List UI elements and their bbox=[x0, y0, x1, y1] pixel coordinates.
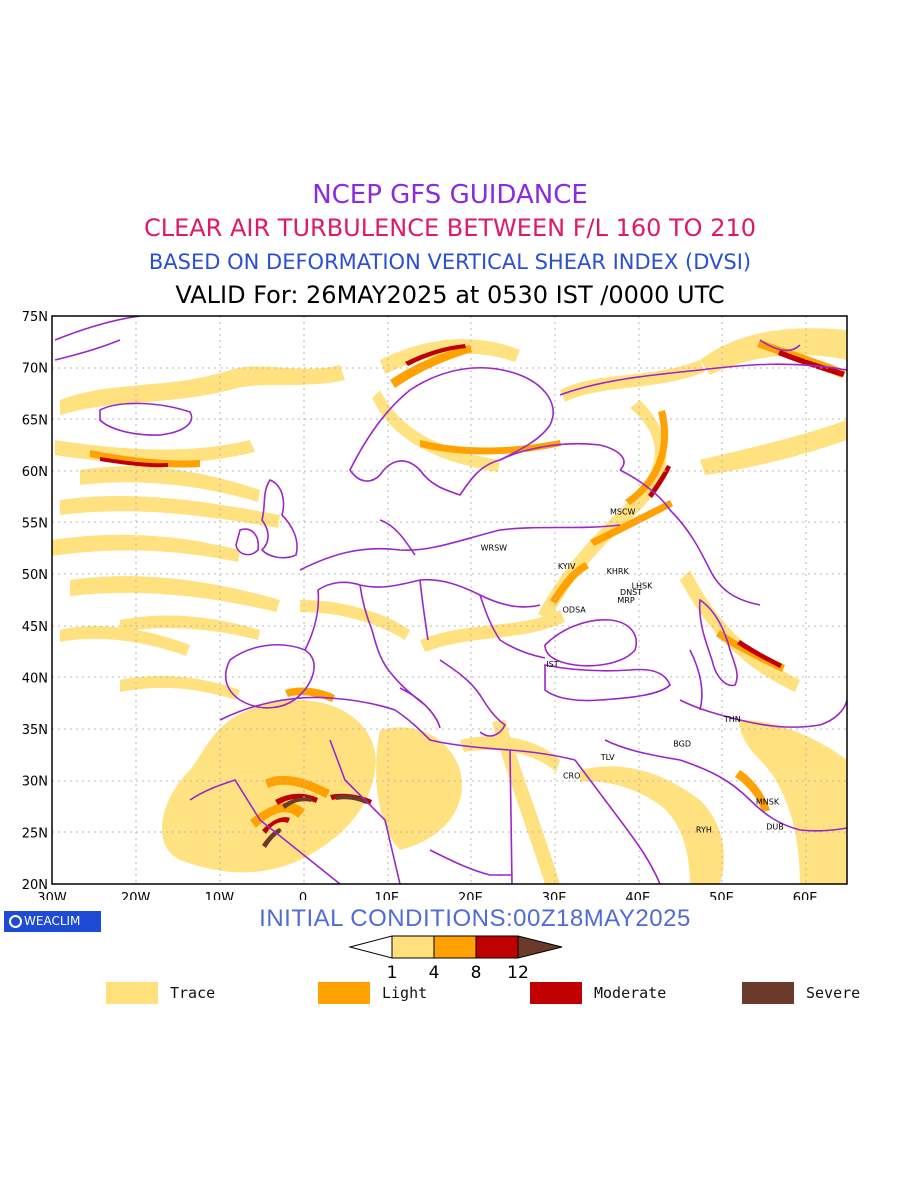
colorbar: 1 4 8 12 bbox=[348, 935, 563, 982]
legend-item-severe: Severe bbox=[742, 982, 860, 1004]
colorbar-tick-label: 4 bbox=[429, 963, 440, 982]
lat-tick-label: 55N bbox=[22, 517, 48, 532]
legend-label: Light bbox=[382, 984, 428, 1002]
lon-tick-label: 30E bbox=[542, 891, 567, 900]
colorbar-max-arrow bbox=[517, 935, 563, 959]
lat-tick-label: 70N bbox=[22, 362, 48, 377]
lon-axis-labels: 30W 20W 10W 0 10E 20E 30E 40E 50E 60E bbox=[37, 891, 817, 900]
turbulence-map: 75N 70N 65N 60N 55N 50N 45N 40N 35N 30N 25N 20N 30W… bbox=[22, 310, 848, 900]
city-label: WRSW bbox=[481, 543, 508, 552]
lon-tick-label: 30W bbox=[37, 891, 67, 900]
city-label: KYIV bbox=[558, 562, 576, 571]
city-label: IST bbox=[546, 660, 558, 669]
legend-item-trace: Trace bbox=[106, 982, 215, 1004]
logo-text: WEACLIM bbox=[24, 914, 81, 928]
lon-tick-label: 10E bbox=[374, 891, 399, 900]
colorbar-min-arrow bbox=[348, 935, 393, 959]
lat-tick-label: 50N bbox=[22, 568, 48, 583]
city-label: DUB bbox=[766, 822, 784, 831]
lon-tick-label: 60E bbox=[793, 891, 818, 900]
legend-swatch bbox=[530, 982, 582, 1004]
lat-tick-label: 20N bbox=[22, 878, 48, 893]
lon-tick-label: 0 bbox=[299, 891, 307, 900]
colorbar-seg-trace bbox=[391, 935, 435, 959]
lat-tick-label: 75N bbox=[22, 310, 48, 325]
city-label: RYH bbox=[696, 825, 712, 834]
colorbar-tick-label: 8 bbox=[471, 963, 482, 982]
colorbar-seg-moderate bbox=[475, 935, 519, 959]
lon-tick-label: 20W bbox=[121, 891, 151, 900]
legend-swatch bbox=[318, 982, 370, 1004]
legend-swatch bbox=[106, 982, 158, 1004]
colorbar-tick-label: 1 bbox=[387, 963, 398, 982]
city-label: TLV bbox=[600, 753, 615, 762]
city-label: LHSK bbox=[632, 582, 654, 591]
logo-ring-icon bbox=[9, 915, 22, 928]
lon-tick-label: 20E bbox=[458, 891, 483, 900]
legend-label: Severe bbox=[806, 984, 861, 1002]
lat-tick-label: 65N bbox=[22, 413, 48, 428]
lat-tick-label: 35N bbox=[22, 723, 48, 738]
legend: Trace Light Moderate Severe bbox=[0, 982, 900, 1006]
city-label: MRP bbox=[617, 596, 634, 605]
city-label: CRO bbox=[563, 772, 580, 781]
lon-tick-label: 40E bbox=[625, 891, 650, 900]
city-label: THN bbox=[723, 715, 741, 724]
lat-tick-label: 45N bbox=[22, 620, 48, 635]
legend-swatch bbox=[742, 982, 794, 1004]
legend-item-light: Light bbox=[318, 982, 427, 1004]
colorbar-tick-label: 12 bbox=[507, 963, 529, 982]
city-label: ODSA bbox=[563, 605, 587, 614]
lon-tick-label: 50E bbox=[709, 891, 734, 900]
lat-tick-label: 60N bbox=[22, 465, 48, 480]
city-label: KHRK bbox=[607, 567, 630, 576]
city-label: MSCW bbox=[610, 507, 636, 516]
title-product: CLEAR AIR TURBULENCE BETWEEN F/L 160 TO … bbox=[143, 214, 757, 242]
colorbar-ticks: 1 4 8 12 bbox=[387, 963, 529, 982]
title-method: BASED ON DEFORMATION VERTICAL SHEAR INDE… bbox=[148, 250, 752, 274]
turbulence-fields bbox=[52, 328, 847, 884]
lon-tick-label: 10W bbox=[205, 891, 235, 900]
legend-label: Trace bbox=[170, 984, 216, 1002]
title-model: NCEP GFS GUIDANCE bbox=[312, 180, 588, 210]
lat-tick-label: 30N bbox=[22, 775, 48, 790]
lat-tick-label: 25N bbox=[22, 826, 48, 841]
initial-conditions: INITIAL CONDITIONS:00Z18MAY2025 bbox=[259, 905, 691, 932]
lat-lon-grid bbox=[52, 316, 847, 884]
legend-label: Moderate bbox=[594, 984, 667, 1002]
country-borders bbox=[54, 316, 847, 884]
weaclim-logo: WEACLIM bbox=[4, 911, 101, 932]
lat-tick-label: 40N bbox=[22, 671, 48, 686]
city-label: DNST bbox=[620, 588, 642, 597]
lat-axis-labels: 75N 70N 65N 60N 55N 50N 45N 40N 35N 30N 25N 20N bbox=[22, 310, 48, 893]
map-frame bbox=[51, 315, 848, 885]
legend-item-moderate: Moderate bbox=[530, 982, 666, 1004]
city-label: MNSK bbox=[756, 797, 780, 806]
title-valid-time: VALID For: 26MAY2025 at 0530 IST /0000 U… bbox=[175, 281, 725, 309]
colorbar-seg-light bbox=[433, 935, 477, 959]
city-label: BGD bbox=[673, 740, 691, 749]
